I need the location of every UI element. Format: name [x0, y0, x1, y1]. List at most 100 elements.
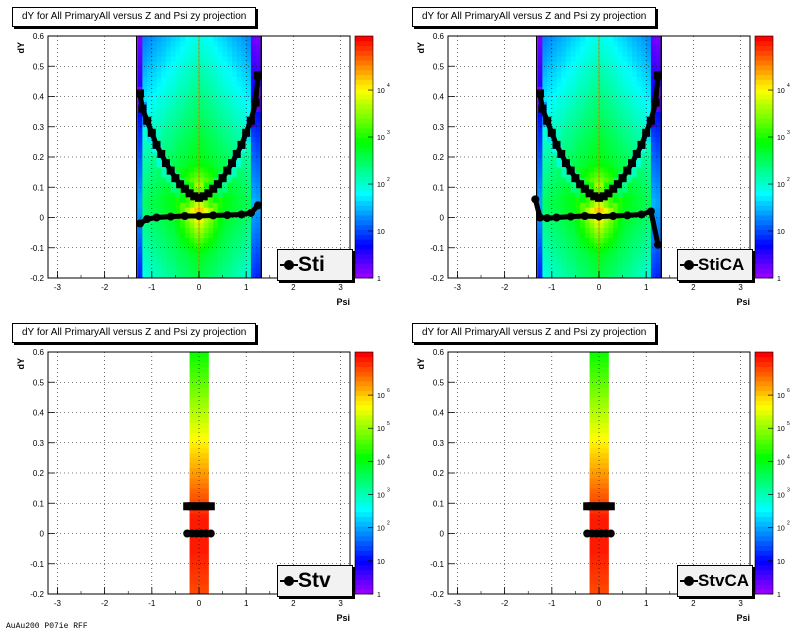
y-axis-label: dY [16, 358, 26, 370]
heatmap-cell [589, 262, 595, 269]
heatmap-cell [613, 101, 619, 107]
heatmap-cell [147, 66, 153, 72]
heatmap-cell [632, 76, 638, 82]
heatmap-cell [599, 247, 605, 254]
heatmap-cell [646, 242, 652, 249]
heatmap-cell [547, 101, 553, 107]
heatmap-cell [175, 242, 181, 249]
heatmap-cell [255, 217, 261, 223]
heatmap-cell [232, 172, 238, 178]
heatmap-cell [608, 217, 614, 223]
heatmap-cell [175, 187, 181, 193]
heatmap-cell [203, 136, 209, 143]
heatmap-cell [217, 116, 223, 123]
heatmap-cell [194, 146, 200, 153]
heatmap-cell [650, 257, 657, 264]
heatmap-cell [575, 126, 581, 133]
heatmap-cell [189, 81, 195, 87]
heatmap-cell [542, 192, 548, 198]
heatmap-cell [594, 157, 600, 163]
heatmap-cell [189, 513, 200, 519]
heatmap-cell [213, 267, 219, 274]
heatmap-cell [650, 267, 657, 274]
heatmap-cell [156, 106, 162, 113]
heatmap-cell [255, 192, 261, 198]
colorbar-tick-label: 10 [777, 135, 785, 142]
heatmap-cell [646, 257, 652, 264]
heatmap-cell [570, 141, 576, 148]
legend-marker [284, 260, 294, 270]
heatmap-cell [599, 141, 605, 148]
heatmap-cell [575, 71, 581, 77]
heatmap-cell [189, 412, 200, 418]
heatmap-cell [194, 182, 200, 188]
colorbar-cell [355, 248, 373, 255]
heatmap-cell [570, 106, 576, 113]
heatmap-cell [241, 111, 247, 118]
heatmap-cell [580, 91, 586, 97]
heatmap-cell [208, 41, 214, 47]
heatmap-cell [180, 81, 186, 87]
heatmap-cell [551, 146, 557, 153]
heatmap-cell [175, 71, 181, 77]
heatmap-cell [199, 493, 209, 499]
heatmap-cell [650, 247, 657, 254]
colorbar-cell [355, 234, 373, 240]
heatmap-cell [203, 91, 209, 97]
x-tick-label: 0 [597, 599, 602, 608]
heatmap-cell [589, 151, 595, 158]
colorbar-cell [755, 502, 773, 508]
heatmap-cell [599, 116, 605, 123]
heatmap-cell [227, 56, 233, 62]
heatmap-cell [537, 56, 543, 62]
heatmap-cell [580, 217, 586, 223]
heatmap-cell [622, 151, 628, 158]
heatmap-cell [175, 247, 181, 254]
heatmap-cell [199, 247, 205, 254]
x-tick-label: -2 [501, 283, 509, 292]
heatmap-cell [599, 91, 605, 97]
heatmap-cell [199, 136, 205, 143]
heatmap-cell [599, 437, 609, 444]
heatmap-cell [584, 81, 590, 87]
heatmap-cell [236, 121, 242, 128]
heatmap-cell [151, 237, 157, 244]
heatmap-cell [622, 91, 628, 97]
heatmap-cell [189, 61, 195, 67]
heatmap-cell [165, 91, 172, 97]
heatmap-cell [184, 257, 190, 264]
heatmap-cell [641, 61, 647, 67]
colorbar-cell [755, 45, 773, 51]
heatmap-cell [189, 452, 200, 459]
heatmap-cell [142, 262, 148, 269]
y-axis-label: dY [416, 42, 426, 54]
heatmap-cell [580, 252, 586, 259]
heatmap-cell [208, 101, 214, 107]
colorbar-cell [355, 560, 373, 566]
heatmap-cell [603, 162, 609, 168]
heatmap-cell [255, 121, 261, 128]
heatmap-cell [547, 136, 553, 143]
colorbar-frame [754, 351, 774, 595]
heatmap-cell [641, 157, 647, 163]
heatmap-cell [151, 182, 157, 188]
heatmap-cell [165, 61, 172, 67]
heatmap-cell [537, 86, 543, 92]
heatmap-cell [599, 523, 609, 529]
heatmap-cell [613, 146, 619, 153]
heatmap-cell [246, 106, 252, 113]
heatmap-cell [161, 81, 167, 87]
heatmap-cell [627, 111, 633, 118]
heatmap-cell [184, 76, 190, 82]
heatmap-cell [589, 558, 600, 565]
heatmap-cell [617, 91, 623, 97]
heatmap-cell [208, 36, 214, 42]
colorbar-cell [355, 589, 373, 595]
colorbar-cell [355, 273, 373, 279]
heatmap-cell [165, 187, 172, 193]
heatmap-cell [175, 101, 181, 107]
heatmap-cell [217, 257, 223, 264]
heatmap-cell [255, 267, 261, 274]
colorbar-cell [355, 118, 373, 124]
heatmap-cell [542, 272, 548, 279]
